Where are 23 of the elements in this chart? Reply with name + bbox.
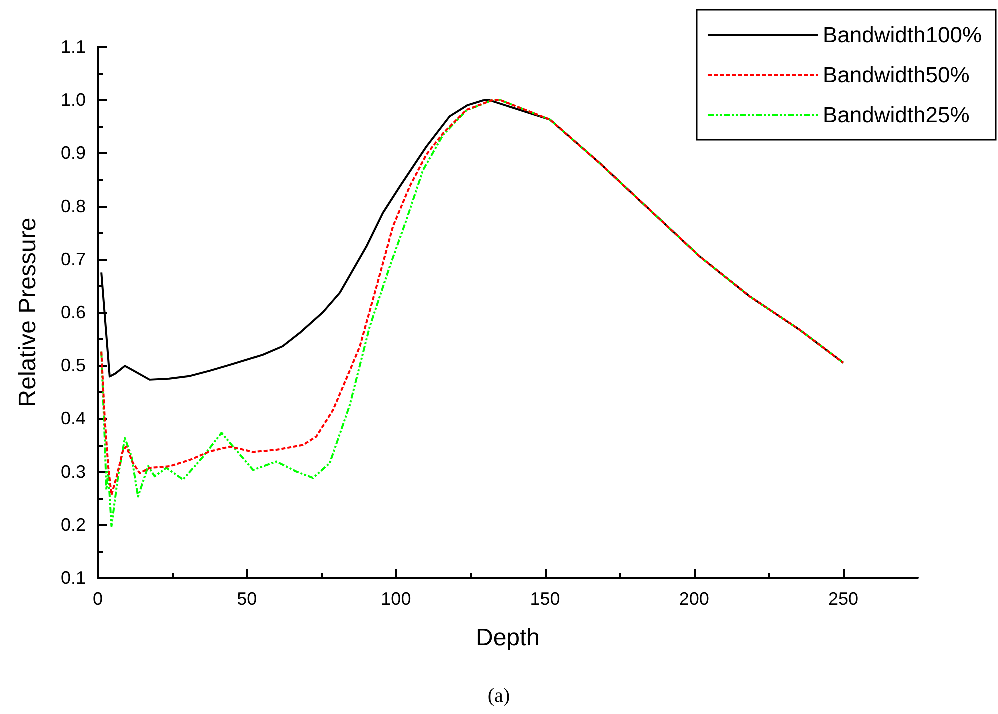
x-tick-label: 100 [381,589,412,609]
y-tick-label: 0.2 [60,514,86,535]
y-tick-label: 0.5 [60,356,86,376]
y-tick-label: 0.3 [60,462,86,482]
legend-label: Bandwidth50% [822,62,970,88]
legend-label: Bandwidth25% [822,102,970,128]
legend-label: Bandwidth100% [822,22,982,48]
y-tick-label: 0.8 [60,196,86,216]
x-tick-label: 50 [237,589,258,609]
y-tick-label: 0.6 [60,302,86,322]
y-tick-label: 0.4 [60,408,86,429]
y-axis-title: Relative Pressure [14,218,42,408]
x-tick-label: 0 [92,589,104,609]
y-tick-label: 0.7 [60,249,86,270]
x-tick-label: 200 [679,589,710,609]
y-tick-label: 0.9 [60,143,86,164]
x-tick-label: 250 [828,589,858,609]
x-axis-title: Depth [476,624,540,652]
text: (a) [488,685,510,707]
y-tick-label: 0.1 [60,568,86,588]
x-tick-label: 150 [530,589,560,609]
y-tick-label: 1.1 [60,37,86,57]
y-tick-label: 1.0 [60,90,86,110]
